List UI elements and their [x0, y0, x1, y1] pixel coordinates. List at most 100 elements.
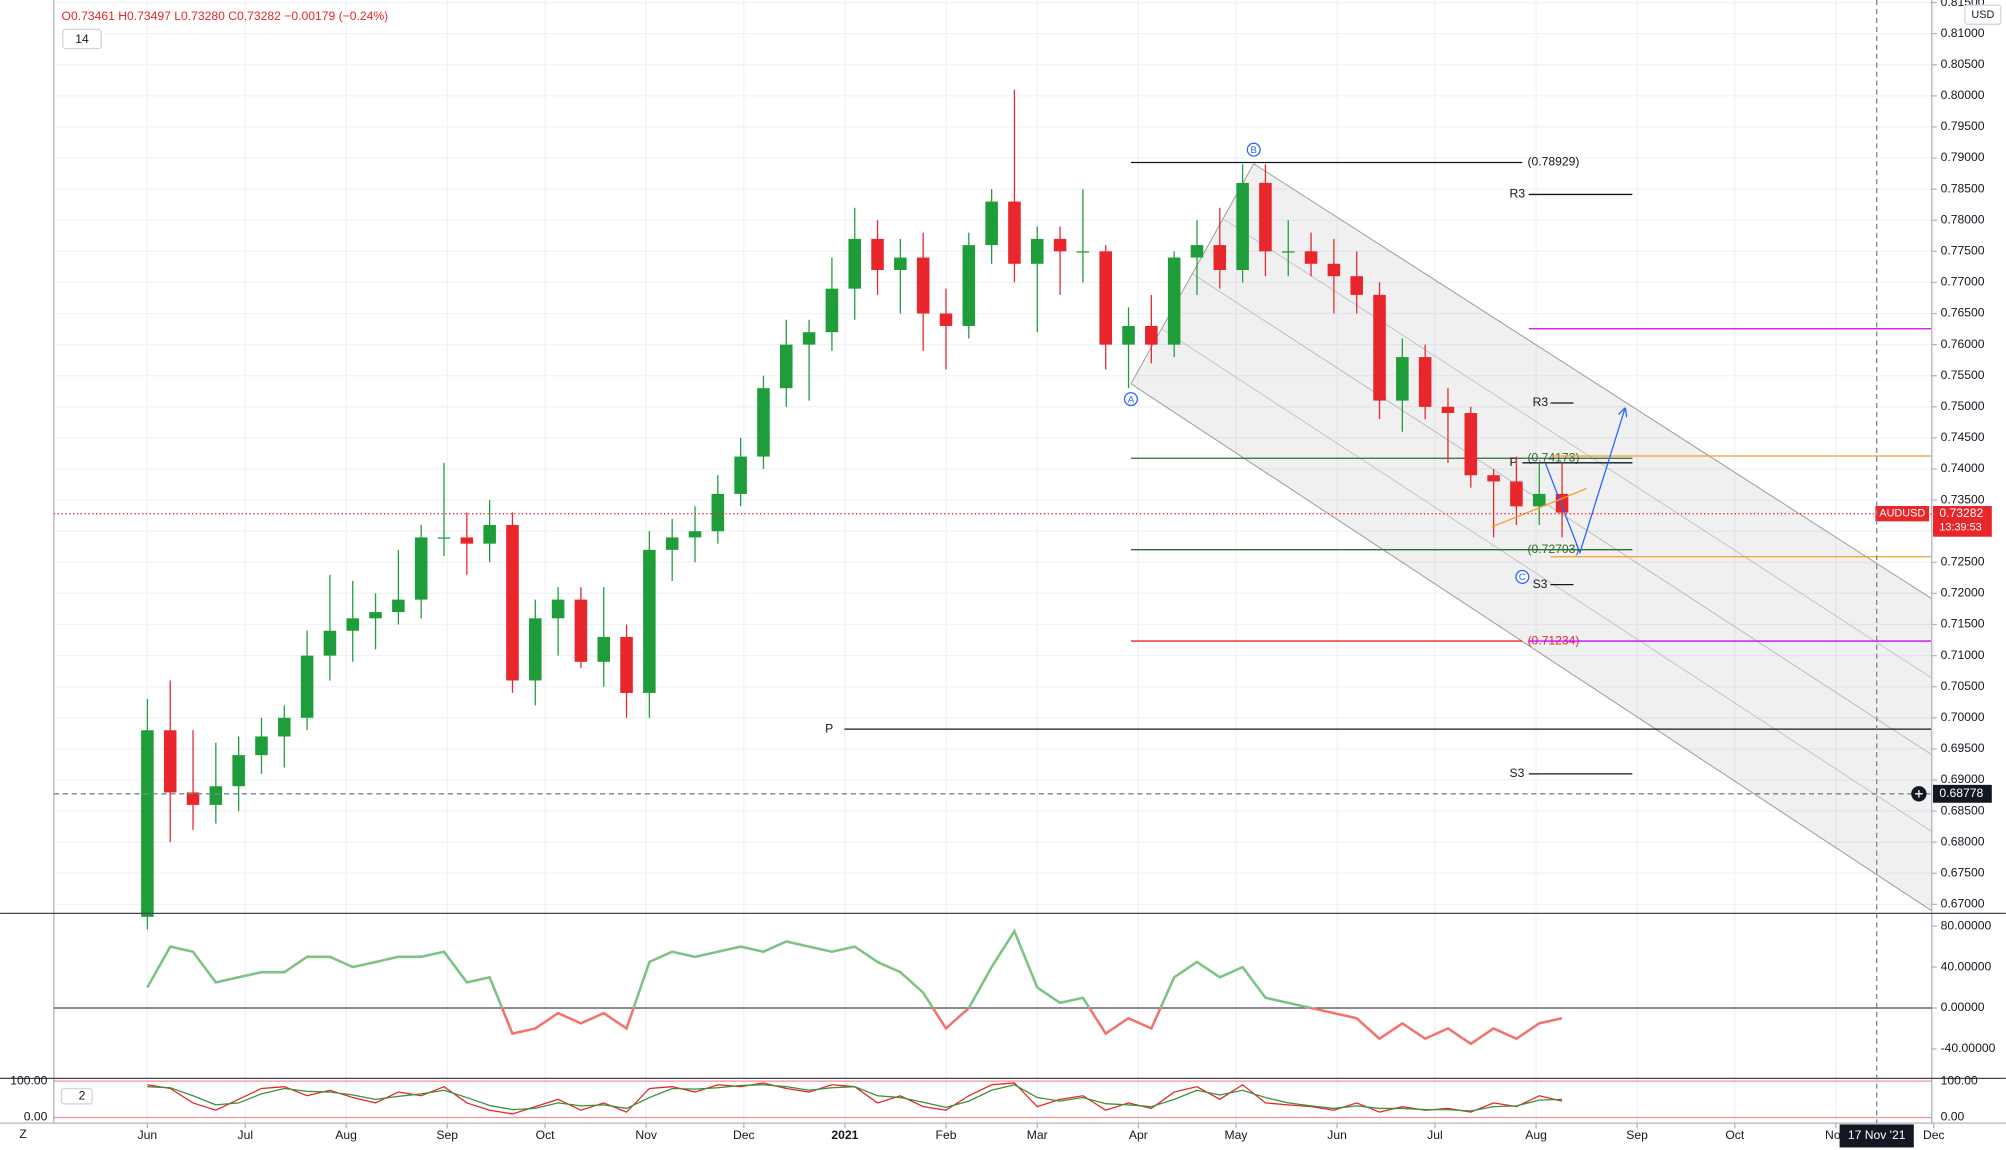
x-tick-label: Jul	[238, 1128, 254, 1142]
interval-badge[interactable]: 14	[75, 32, 89, 46]
candle-body	[346, 618, 360, 631]
y-tick-label: 0.69500	[1941, 741, 1985, 755]
level-label: P	[1510, 455, 1518, 469]
corner-label[interactable]: Z	[19, 1127, 27, 1141]
candle-body	[483, 524, 496, 544]
candle-body	[1327, 263, 1341, 277]
stoch-tick-label: 100.00	[1941, 1073, 1978, 1087]
candle-body	[597, 636, 611, 662]
osc-tick-label: 0.00000	[1941, 1000, 1985, 1014]
last-price: 0.73282	[1939, 506, 1983, 520]
stochastic-panel: 100.00 100.00 0.00 0.00 2	[10, 1073, 1978, 1123]
stoch-tick-label: 0.00	[1941, 1110, 1965, 1124]
x-tick-label: Sep	[1626, 1128, 1648, 1142]
x-tick-label: Aug	[335, 1128, 357, 1142]
level-label: S3	[1510, 766, 1525, 780]
stoch-tick-label-left: 100.00	[10, 1073, 47, 1087]
x-tick-label: Jun	[138, 1128, 158, 1142]
candle-body	[985, 201, 998, 246]
candle-body	[1236, 182, 1249, 270]
candle-body	[300, 655, 314, 718]
candle-body	[460, 537, 474, 544]
x-tick-label: 2021	[831, 1128, 858, 1142]
x-tick-label: Dec	[733, 1128, 755, 1142]
oscillator-line-above	[146, 928, 1317, 1009]
level-label: S3	[1533, 577, 1548, 591]
wave-marker	[1123, 392, 1138, 407]
y-tick-label: 0.81000	[1941, 26, 1985, 40]
candle-body	[574, 599, 588, 662]
level-label: (0.78929)	[1527, 155, 1579, 169]
candle-body	[1053, 238, 1067, 252]
candle-body	[1259, 182, 1272, 252]
x-tick-label: Dec	[1923, 1128, 1945, 1142]
candle-body	[163, 730, 177, 793]
y-tick-label: 0.74000	[1941, 461, 1985, 475]
candle-body	[506, 524, 519, 681]
candle-body	[278, 717, 291, 737]
candle-body	[871, 238, 884, 270]
y-tick-label: 0.68000	[1941, 834, 1985, 848]
candle-body	[255, 736, 268, 756]
y-tick-label: 0.72500	[1941, 555, 1985, 569]
candle-body	[825, 288, 839, 333]
symbol: AUDUSD	[1879, 508, 1925, 520]
candle-body	[1099, 251, 1112, 345]
candles	[141, 89, 1569, 930]
crosshair-price: 0.68778	[1939, 786, 1983, 800]
y-tick-label: 0.70000	[1941, 710, 1985, 724]
channel-lines	[1130, 163, 1932, 912]
candle-body	[209, 786, 223, 805]
y-tick-label: 0.78500	[1941, 181, 1985, 195]
candle-body	[779, 344, 793, 389]
plus-icon	[1915, 789, 1923, 798]
x-tick-label: Oct	[536, 1128, 556, 1142]
candle-body	[643, 549, 656, 693]
candle-body	[232, 755, 245, 787]
candle-body	[1350, 276, 1363, 295]
currency-box[interactable]	[1964, 4, 2002, 25]
y-tick-label: 0.77500	[1941, 244, 1985, 258]
oscillator-line-below	[500, 1008, 1563, 1046]
countdown: 13:39:53	[1939, 522, 1981, 534]
x-tick-label: Apr	[1129, 1128, 1148, 1142]
wave-marker	[1246, 142, 1261, 157]
stoch-tick-label-left: 0.00	[24, 1110, 48, 1124]
candle-body	[916, 257, 930, 314]
x-tick-label: Aug	[1525, 1128, 1547, 1142]
symbol-tag	[1875, 506, 1930, 522]
candle-body	[1145, 325, 1158, 345]
y-tick-label: 0.80000	[1941, 88, 1985, 102]
candle-body	[1532, 493, 1546, 507]
candle-body	[529, 618, 542, 681]
candle-body	[894, 257, 907, 270]
candle-body	[1281, 251, 1295, 253]
price-tag	[1932, 506, 1992, 537]
level-label: (0.71234)	[1527, 633, 1579, 647]
candle-body	[1030, 238, 1044, 264]
x-tick-label: Sep	[436, 1128, 458, 1142]
candle-body	[1487, 475, 1500, 482]
crosshair-date: 17 Nov '21	[1848, 1128, 1906, 1142]
candle-body	[186, 792, 200, 805]
wave-label: C	[1519, 572, 1526, 583]
y-tick-label: 0.71500	[1941, 617, 1985, 631]
levels: (0.78929) R3 R3 (0.74173) P (0.72703) S3 (0.712…	[825, 155, 1932, 780]
wave-marker	[1515, 569, 1530, 584]
stoch-line	[147, 1084, 1563, 1112]
badge[interactable]	[62, 28, 102, 50]
currency[interactable]: USD	[1971, 9, 1994, 21]
stoch-badge: 2	[79, 1088, 86, 1102]
level-label: R3	[1510, 187, 1526, 201]
grid	[53, 0, 1935, 1124]
y-tick-label: 0.71000	[1941, 648, 1985, 662]
y-tick-label: 0.78000	[1941, 212, 1985, 226]
y-tick-label: 0.70500	[1941, 679, 1985, 693]
y-tick-label: 0.81500	[1941, 0, 1985, 9]
y-tick-label: 0.80500	[1941, 57, 1985, 71]
x-tick-label: Feb	[936, 1128, 957, 1142]
y-tick-label: 0.76500	[1941, 306, 1985, 320]
candle-body	[1008, 201, 1021, 264]
candle-body	[620, 636, 633, 693]
candle-body	[1418, 357, 1432, 407]
